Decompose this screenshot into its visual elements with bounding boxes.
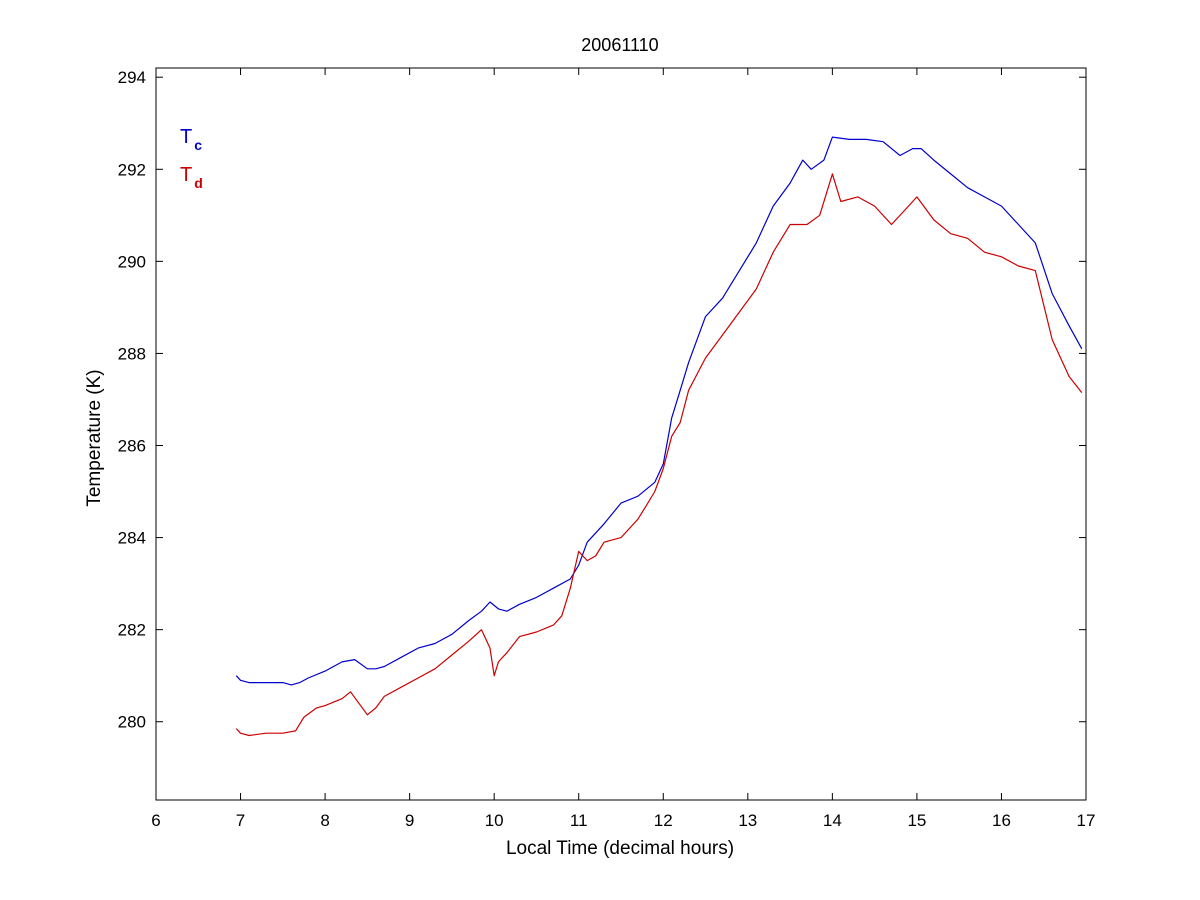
x-axis-label: Local Time (decimal hours) [506,838,734,859]
x-tick-label: 6 [151,811,160,830]
legend-subscript: d [194,175,203,191]
plot-frame [155,67,1087,801]
x-tick-label: 15 [907,811,926,830]
legend-symbol: T [180,164,192,186]
series-layer [235,136,1083,737]
y-tick-label: 292 [118,160,146,179]
x-tick-label: 14 [823,811,842,830]
y-tick-label: 284 [118,529,146,548]
y-tick-label: 282 [118,621,146,640]
y-axis-label: Temperature (K) [84,369,105,506]
y-tick-label: 286 [118,437,146,456]
y-tick-label: 280 [118,713,146,732]
y-tick-label: 294 [118,68,146,87]
x-tick-label: 10 [485,811,504,830]
chart-title: 20061110 [581,35,658,55]
x-tick-label: 13 [738,811,757,830]
legend-subscript: c [194,137,202,153]
x-tick-label: 11 [570,811,588,830]
legend-symbol: T [180,126,192,148]
x-tick-label: 16 [992,811,1011,830]
y-tick-label: 290 [118,252,146,271]
tick-layer: 6 7 8 9 10 11 12 13 14 15 16 17 280 282 284 286 288 290 29… [118,68,1096,830]
x-tick-label: 8 [320,811,329,830]
x-tick-label: 17 [1077,811,1096,830]
series-line-tc [235,136,1083,686]
series-line-td [235,173,1083,737]
x-tick-label: 7 [236,811,245,830]
x-tick-label: 9 [405,811,414,830]
x-tick-label: 12 [654,811,673,830]
y-tick-label: 288 [118,344,146,363]
